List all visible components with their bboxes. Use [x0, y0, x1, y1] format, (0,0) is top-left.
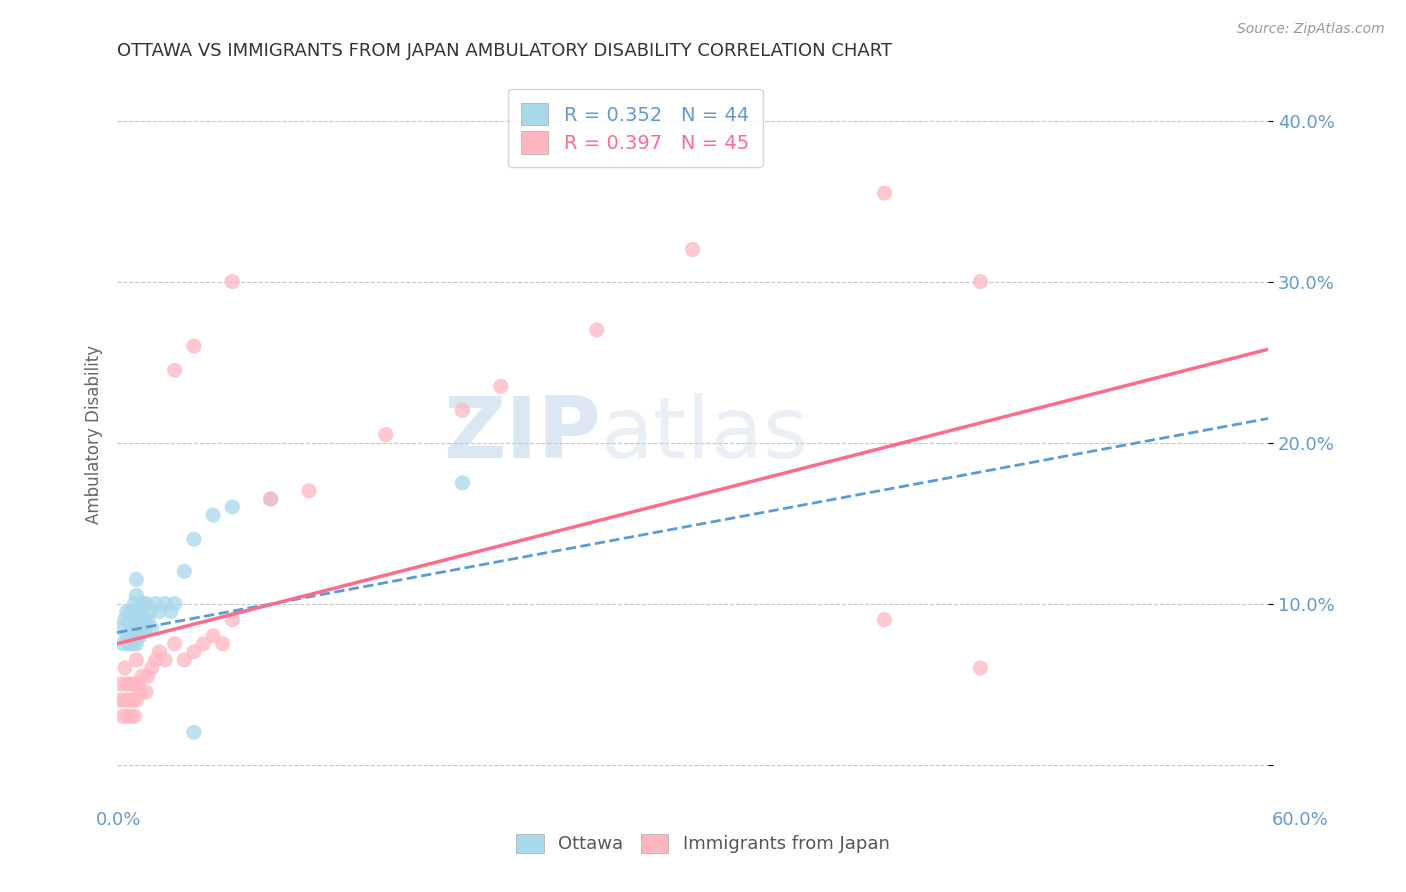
Point [141, 621, 163, 635]
Point [131, 669, 153, 683]
Point [163, 363, 186, 377]
Point [451, 475, 474, 490]
Point [141, 661, 163, 675]
Point [115, 605, 138, 619]
Point [135, 621, 157, 635]
Point [969, 275, 991, 289]
Point [183, 532, 205, 546]
Point [115, 629, 138, 643]
Point [145, 597, 167, 611]
Point [121, 693, 143, 707]
Point [374, 427, 396, 442]
Point [108, 693, 131, 707]
Point [969, 661, 991, 675]
Point [114, 693, 136, 707]
Text: 0.0%: 0.0% [96, 811, 141, 829]
Point [118, 693, 141, 707]
Text: atlas: atlas [600, 393, 808, 476]
Point [173, 653, 195, 667]
Point [124, 613, 146, 627]
Point [114, 661, 136, 675]
Point [173, 565, 195, 579]
Point [110, 677, 132, 691]
Point [111, 637, 134, 651]
Point [148, 605, 170, 619]
Point [136, 669, 159, 683]
Point [135, 685, 157, 699]
Point [259, 491, 281, 506]
Point [221, 275, 243, 289]
Point [682, 243, 704, 257]
Point [121, 637, 143, 651]
Point [125, 605, 148, 619]
Point [124, 709, 146, 723]
Point [139, 605, 162, 619]
Point [202, 629, 225, 643]
Point [153, 653, 176, 667]
Point [160, 605, 183, 619]
Point [259, 491, 281, 506]
Point [127, 621, 149, 635]
Point [118, 613, 141, 627]
Point [163, 597, 186, 611]
Point [451, 403, 474, 417]
Point [135, 597, 157, 611]
Point [298, 483, 321, 498]
Point [221, 613, 243, 627]
Point [110, 621, 132, 635]
Point [120, 677, 142, 691]
Point [115, 677, 138, 691]
Point [129, 605, 152, 619]
Point [153, 597, 176, 611]
Point [873, 186, 896, 201]
Point [211, 637, 233, 651]
Point [136, 613, 159, 627]
Text: OTTAWA VS IMMIGRANTS FROM JAPAN AMBULATORY DISABILITY CORRELATION CHART: OTTAWA VS IMMIGRANTS FROM JAPAN AMBULATO… [117, 42, 893, 60]
Point [125, 621, 148, 635]
Point [221, 500, 243, 514]
Point [124, 677, 146, 691]
Point [125, 637, 148, 651]
Point [163, 637, 186, 651]
Point [873, 613, 896, 627]
Point [120, 605, 142, 619]
Point [124, 629, 146, 643]
Point [132, 613, 155, 627]
Point [125, 589, 148, 603]
Point [125, 573, 148, 587]
Point [120, 709, 142, 723]
Legend: Ottawa, Immigrants from Japan: Ottawa, Immigrants from Japan [509, 827, 897, 861]
Point [183, 339, 205, 353]
Point [120, 629, 142, 643]
Legend: R = 0.352   N = 44, R = 0.397   N = 45: R = 0.352 N = 44, R = 0.397 N = 45 [508, 89, 762, 168]
Point [193, 637, 215, 651]
Point [127, 605, 149, 619]
Point [111, 709, 134, 723]
Point [125, 693, 148, 707]
Point [489, 379, 512, 393]
Point [127, 677, 149, 691]
Point [129, 629, 152, 643]
Text: 60.0%: 60.0% [1272, 811, 1329, 829]
Point [121, 621, 143, 635]
Point [202, 508, 225, 522]
Point [131, 621, 153, 635]
Point [125, 653, 148, 667]
Point [115, 709, 138, 723]
Text: ZIP: ZIP [443, 393, 600, 476]
Point [183, 725, 205, 739]
Point [118, 637, 141, 651]
Point [131, 597, 153, 611]
Point [124, 597, 146, 611]
Point [129, 685, 152, 699]
Point [145, 653, 167, 667]
Text: Source: ZipAtlas.com: Source: ZipAtlas.com [1237, 22, 1385, 37]
Point [121, 605, 143, 619]
Point [114, 613, 136, 627]
Point [183, 645, 205, 659]
Point [148, 645, 170, 659]
Y-axis label: Ambulatory Disability: Ambulatory Disability [86, 345, 103, 524]
Point [585, 323, 607, 337]
